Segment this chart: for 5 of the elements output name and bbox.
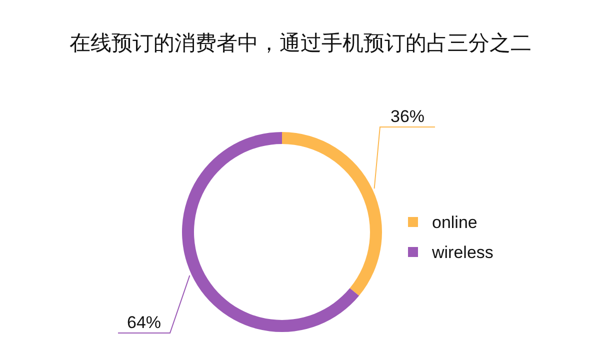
legend-label: online bbox=[432, 213, 478, 232]
legend-label: wireless bbox=[431, 243, 494, 262]
chart-title: 在线预订的消费者中，通过手机预订的占三分之二 bbox=[70, 32, 532, 55]
data-label: 64% bbox=[126, 313, 162, 332]
data-label: 36% bbox=[390, 107, 425, 126]
